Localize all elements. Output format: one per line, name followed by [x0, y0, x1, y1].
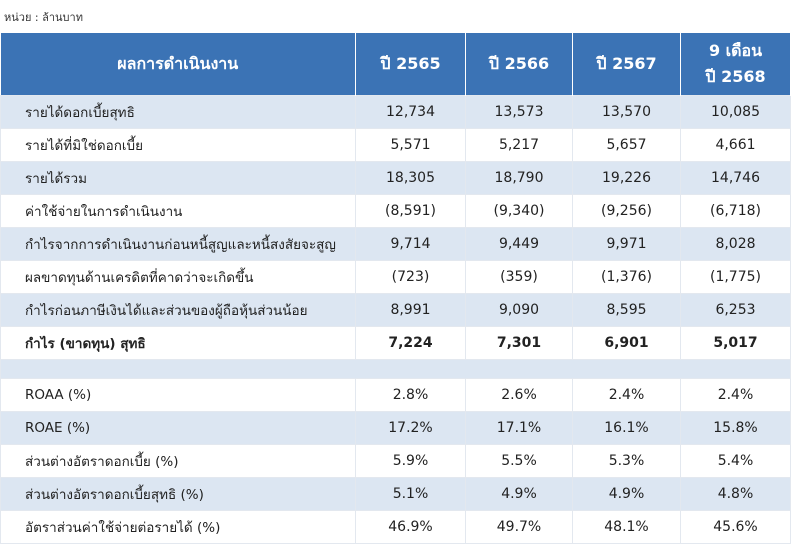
- table-row: ROAE (%) 17.2% 17.1% 16.1% 15.8%: [0, 411, 791, 445]
- row-label: ROAE (%): [0, 411, 356, 445]
- cell-value: 45.6%: [680, 510, 791, 544]
- header-label: ผลการดำเนินงาน: [0, 33, 356, 96]
- unit-label: หน่วย : ล้านบาท: [4, 11, 83, 24]
- cell-value: 6,901: [572, 326, 681, 360]
- cell-value: 19,226: [572, 161, 681, 195]
- table-row: ส่วนต่างอัตราดอกเบี้ย (%) 5.9% 5.5% 5.3% 5.4…: [0, 444, 791, 478]
- row-label: กำไร (ขาดทุน) สุทธิ: [0, 326, 356, 360]
- cell-value: 2.4%: [572, 378, 681, 412]
- spacer-row: [0, 359, 791, 379]
- cell-value: (359): [465, 260, 573, 294]
- cell-value: 15.8%: [680, 411, 791, 445]
- cell-value: 13,570: [572, 95, 681, 129]
- table-row: ค่าใช้จ่ายในการดำเนินงาน (8,591) (9,340) (9…: [0, 194, 791, 228]
- row-label: กำไรก่อนภาษีเงินได้และส่วนของผู้ถือหุ้นส…: [0, 293, 356, 327]
- cell-value: 4.9%: [465, 477, 573, 511]
- cell-value: 2.6%: [465, 378, 573, 412]
- cell-value: 9,971: [572, 227, 681, 261]
- row-label: รายได้ที่มิใช่ดอกเบี้ย: [0, 128, 356, 162]
- cell-value: (723): [355, 260, 466, 294]
- header-line: ปี 2568: [705, 67, 766, 86]
- table-row: ROAA (%) 2.8% 2.6% 2.4% 2.4%: [0, 378, 791, 412]
- row-label: ผลขาดทุนด้านเครดิตที่คาดว่าจะเกิดขึ้น: [0, 260, 356, 294]
- cell-value: 9,090: [465, 293, 573, 327]
- row-label: กำไรจากการดำเนินงานก่อนหนี้สูญและหนี้สงส…: [0, 227, 356, 261]
- table-row: กำไรจากการดำเนินงานก่อนหนี้สูญและหนี้สงส…: [0, 227, 791, 261]
- cell-value: (1,775): [680, 260, 791, 294]
- cell-value: 5.9%: [355, 444, 466, 478]
- cell-value: 17.2%: [355, 411, 466, 445]
- row-label: รายได้รวม: [0, 161, 356, 195]
- table-row: อัตราส่วนค่าใช้จ่ายต่อรายได้ (%) 46.9% 49.…: [0, 510, 791, 544]
- header-column: ปี 2566: [465, 33, 573, 96]
- cell-value: 8,595: [572, 293, 681, 327]
- cell-value: 4.8%: [680, 477, 791, 511]
- cell-value: 4.9%: [572, 477, 681, 511]
- cell-value: 5,657: [572, 128, 681, 162]
- cell-value: 5.4%: [680, 444, 791, 478]
- cell-value: 4,661: [680, 128, 791, 162]
- row-label: ส่วนต่างอัตราดอกเบี้ย (%): [0, 444, 356, 478]
- cell-value: 5.5%: [465, 444, 573, 478]
- row-label: อัตราส่วนค่าใช้จ่ายต่อรายได้ (%): [0, 510, 356, 544]
- table-row: รายได้ที่มิใช่ดอกเบี้ย 5,571 5,217 5,657 4,6…: [0, 128, 791, 162]
- table-row: กำไรก่อนภาษีเงินได้และส่วนของผู้ถือหุ้นส…: [0, 293, 791, 327]
- table-row: ผลขาดทุนด้านเครดิตที่คาดว่าจะเกิดขึ้น (72…: [0, 260, 791, 294]
- table-row: ส่วนต่างอัตราดอกเบี้ยสุทธิ (%) 5.1% 4.9% 4.…: [0, 477, 791, 511]
- cell-value: 6,253: [680, 293, 791, 327]
- cell-value: 2.4%: [680, 378, 791, 412]
- cell-value: 18,790: [465, 161, 573, 195]
- cell-value: 10,085: [680, 95, 791, 129]
- cell-value: 46.9%: [355, 510, 466, 544]
- header-column: ปี 2567: [572, 33, 681, 96]
- row-label: ค่าใช้จ่ายในการดำเนินงาน: [0, 194, 356, 228]
- cell-value: 8,991: [355, 293, 466, 327]
- cell-value: 13,573: [465, 95, 573, 129]
- cell-value: (8,591): [355, 194, 466, 228]
- cell-value: 18,305: [355, 161, 466, 195]
- header-line: 9 เดือน: [708, 41, 763, 60]
- cell-value: (1,376): [572, 260, 681, 294]
- cell-value: 7,301: [465, 326, 573, 360]
- cell-value: 5.3%: [572, 444, 681, 478]
- cell-value: 5,217: [465, 128, 573, 162]
- header-column: 9 เดือนปี 2568: [680, 33, 791, 96]
- cell-value: (9,256): [572, 194, 681, 228]
- table-body: รายได้ดอกเบี้ยสุทธิ 12,734 13,573 13,570 10,…: [0, 95, 791, 544]
- results-table: ผลการดำเนินงาน ปี 2565 ปี 2566 ปี 2567 9 เด…: [0, 33, 791, 544]
- cell-value: (6,718): [680, 194, 791, 228]
- spacer-cell: [0, 359, 791, 379]
- cell-value: 8,028: [680, 227, 791, 261]
- cell-value: 49.7%: [465, 510, 573, 544]
- cell-value: (9,340): [465, 194, 573, 228]
- header-row: ผลการดำเนินงาน ปี 2565 ปี 2566 ปี 2567 9 เด…: [0, 33, 791, 96]
- cell-value: 5,571: [355, 128, 466, 162]
- header-column: ปี 2565: [355, 33, 466, 96]
- cell-value: 7,224: [355, 326, 466, 360]
- cell-value: 9,714: [355, 227, 466, 261]
- table-row: รายได้รวม 18,305 18,790 19,226 14,746: [0, 161, 791, 195]
- row-label: ส่วนต่างอัตราดอกเบี้ยสุทธิ (%): [0, 477, 356, 511]
- cell-value: 12,734: [355, 95, 466, 129]
- cell-value: 2.8%: [355, 378, 466, 412]
- table-row: รายได้ดอกเบี้ยสุทธิ 12,734 13,573 13,570 10,…: [0, 95, 791, 129]
- cell-value: 9,449: [465, 227, 573, 261]
- row-label: ROAA (%): [0, 378, 356, 412]
- cell-value: 16.1%: [572, 411, 681, 445]
- cell-value: 14,746: [680, 161, 791, 195]
- cell-value: 5.1%: [355, 477, 466, 511]
- row-label: รายได้ดอกเบี้ยสุทธิ: [0, 95, 356, 129]
- cell-value: 5,017: [680, 326, 791, 360]
- cell-value: 48.1%: [572, 510, 681, 544]
- table-row: กำไร (ขาดทุน) สุทธิ 7,224 7,301 6,901 5,017: [0, 326, 791, 360]
- cell-value: 17.1%: [465, 411, 573, 445]
